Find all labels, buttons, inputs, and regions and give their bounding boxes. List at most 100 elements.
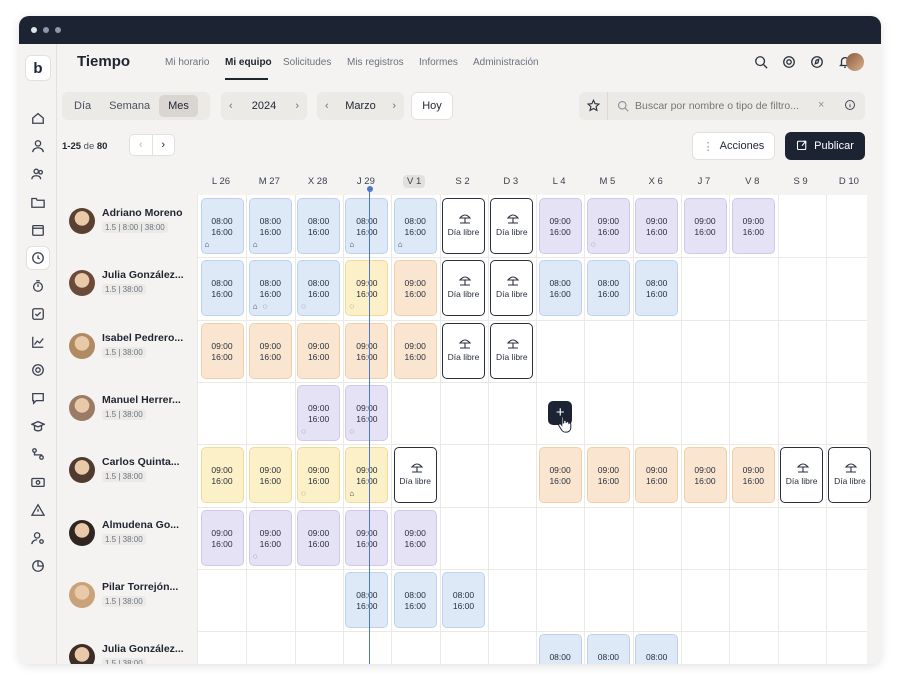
user-icon[interactable]	[26, 134, 50, 158]
actions-button[interactable]: ⋮ Acciones	[692, 132, 775, 160]
employee-row-header[interactable]: Julia González... 1.5 | 38:00	[67, 257, 197, 319]
employee-row-header[interactable]: Isabel Pedrero... 1.5 | 38:00	[67, 320, 197, 382]
shift-card[interactable]: 08:00	[538, 634, 582, 664]
day-off-card[interactable]: Día libre	[490, 260, 534, 317]
employee-row-header[interactable]: Julia González... 1.5 | 38:00	[67, 631, 197, 664]
shift-card[interactable]: 09:00 16:00	[200, 509, 244, 566]
day-off-card[interactable]: Día libre	[442, 260, 485, 317]
shift-card[interactable]: 08:00 16:00	[345, 571, 389, 628]
money-icon[interactable]	[26, 470, 50, 494]
day-off-card[interactable]: Día libre	[442, 322, 485, 379]
shift-card[interactable]: 09:00 16:00 ◌	[586, 198, 630, 254]
user-settings-icon[interactable]	[26, 526, 50, 550]
today-button[interactable]: Hoy	[411, 92, 453, 120]
nav-mi-horario[interactable]: Mi horario	[165, 57, 210, 68]
nav-solicitudes[interactable]: Solicitudes	[283, 57, 332, 68]
publish-button[interactable]: Publicar	[785, 132, 865, 160]
chat-icon[interactable]	[26, 386, 50, 410]
shift-card[interactable]: 08:00	[586, 634, 630, 664]
day-off-card[interactable]: Día libre	[490, 198, 534, 254]
shift-card[interactable]: 08:00 16:00 ⌂	[345, 198, 389, 254]
user-avatar[interactable]	[846, 53, 864, 71]
view-month-button[interactable]: Mes	[159, 95, 198, 117]
search-icon[interactable]	[754, 55, 768, 69]
shift-card[interactable]: 09:00 16:00 ◌	[248, 509, 292, 566]
shift-card[interactable]: 09:00 16:00	[248, 322, 292, 379]
shift-card[interactable]: 09:00 16:00	[200, 322, 244, 379]
employee-row-header[interactable]: Pilar Torrejón... 1.5 | 38:00	[67, 569, 197, 631]
info-icon[interactable]	[844, 99, 856, 114]
shift-card[interactable]: 09:00 16:00 ◌	[345, 384, 389, 441]
graduation-icon[interactable]	[26, 414, 50, 438]
shift-card[interactable]: 09:00 16:00	[393, 322, 437, 379]
day-off-card[interactable]: Día libre	[780, 447, 824, 504]
shift-card[interactable]: 09:00 16:00	[731, 198, 775, 254]
clear-icon[interactable]: ×	[818, 99, 825, 111]
employee-row-header[interactable]: Adriano Moreno 1.5 | 8:00 | 38:00	[67, 195, 197, 257]
shift-card[interactable]: 09:00 16:00 ◌	[297, 384, 341, 441]
shift-card[interactable]: 09:00 16:00	[248, 447, 292, 504]
chart-icon[interactable]	[26, 330, 50, 354]
shift-card[interactable]: 08:00 16:00 ◌	[297, 260, 341, 317]
folder-clock-icon[interactable]	[26, 190, 50, 214]
shift-card[interactable]: 08:00 16:00	[297, 198, 341, 254]
shift-card[interactable]: 08:00	[635, 634, 679, 664]
day-off-card[interactable]: Día libre	[828, 447, 872, 504]
employee-row-header[interactable]: Carlos Quinta... 1.5 | 38:00	[67, 444, 197, 506]
pie-chart-icon[interactable]	[26, 554, 50, 578]
shift-card[interactable]: 09:00 16:00	[345, 322, 389, 379]
stopwatch-icon[interactable]	[26, 274, 50, 298]
shift-card[interactable]: 08:00 16:00 ⌂	[248, 198, 292, 254]
shift-card[interactable]: 09:00 16:00	[538, 198, 582, 254]
day-off-card[interactable]: Día libre	[442, 198, 485, 254]
shift-card[interactable]: 09:00 16:00	[586, 447, 630, 504]
shift-card[interactable]: 09:00 16:00 ⌂	[345, 447, 389, 504]
shift-card[interactable]: 08:00 16:00	[442, 571, 485, 628]
next-year-button[interactable]: ›	[295, 100, 299, 112]
shift-card[interactable]: 09:00 16:00	[635, 198, 679, 254]
shift-card[interactable]: 08:00 16:00	[538, 260, 582, 317]
shift-card[interactable]: 08:00 16:00	[635, 260, 679, 317]
next-page-button[interactable]: ›	[151, 135, 175, 155]
shift-card[interactable]: 08:00 16:00	[586, 260, 630, 317]
next-month-button[interactable]: ›	[392, 100, 396, 112]
shift-card[interactable]: 08:00 16:00 ⌂	[393, 198, 437, 254]
shift-card[interactable]: 09:00 16:00	[297, 509, 341, 566]
employee-row-header[interactable]: Manuel Herrer... 1.5 | 38:00	[67, 382, 197, 444]
shift-card[interactable]: 08:00 16:00 ⌂ ◌	[248, 260, 292, 317]
shift-card[interactable]: 09:00 16:00	[683, 447, 727, 504]
day-off-card[interactable]: Día libre	[490, 322, 534, 379]
workflow-icon[interactable]	[26, 442, 50, 466]
settings-icon[interactable]	[782, 55, 796, 69]
employee-row-header[interactable]: Almudena Go... 1.5 | 38:00	[67, 507, 197, 569]
view-week-button[interactable]: Semana	[109, 100, 151, 112]
home-icon[interactable]	[26, 106, 50, 130]
nav-informes[interactable]: Informes	[419, 57, 458, 68]
view-day-button[interactable]: Día	[74, 100, 92, 112]
shift-card[interactable]: 09:00 16:00	[731, 447, 775, 504]
check-square-icon[interactable]	[26, 302, 50, 326]
shift-card[interactable]: 09:00 16:00	[635, 447, 679, 504]
prev-month-button[interactable]: ‹	[325, 100, 329, 112]
prev-page-button[interactable]: ‹	[138, 139, 143, 151]
shift-card[interactable]: 09:00 16:00	[393, 509, 437, 566]
shift-card[interactable]: 09:00 16:00 ◌	[345, 260, 389, 317]
calendar-icon[interactable]	[26, 218, 50, 242]
shift-card[interactable]: 09:00 16:00	[200, 447, 244, 504]
day-off-card[interactable]: Día libre	[393, 447, 437, 504]
prev-year-button[interactable]: ‹	[229, 100, 233, 112]
compass-icon[interactable]	[810, 55, 824, 69]
users-icon[interactable]	[26, 162, 50, 186]
nav-mis-registros[interactable]: Mis registros	[347, 57, 404, 68]
shift-card[interactable]: 09:00 16:00	[538, 447, 582, 504]
shift-card[interactable]: 09:00 16:00 ◌	[297, 447, 341, 504]
nav-mi-equipo[interactable]: Mi equipo	[225, 57, 272, 68]
warning-icon[interactable]	[26, 498, 50, 522]
star-icon[interactable]	[586, 98, 601, 115]
add-shift-button[interactable]: +	[548, 400, 573, 425]
nav-administracion[interactable]: Administración	[473, 57, 539, 68]
shift-card[interactable]: 08:00 16:00 ⌂	[200, 198, 244, 254]
shift-card[interactable]: 08:00 16:00	[200, 260, 244, 317]
clock-icon[interactable]	[26, 246, 50, 270]
target-icon[interactable]	[26, 358, 50, 382]
